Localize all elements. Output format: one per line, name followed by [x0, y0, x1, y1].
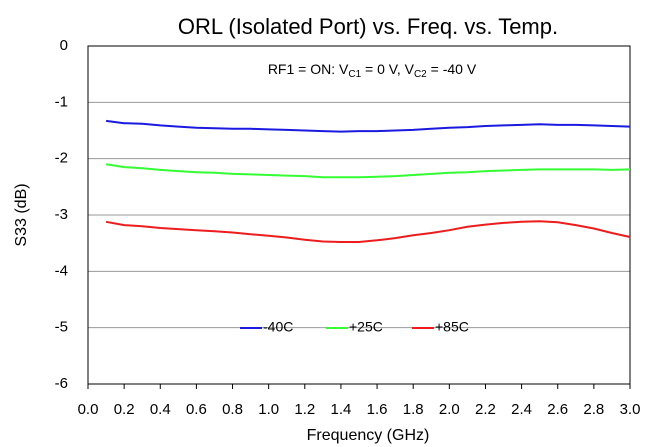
y-tick-label: -2	[55, 150, 68, 167]
x-tick-label: 0.4	[150, 401, 171, 418]
x-tick-label: 2.4	[511, 401, 532, 418]
y-tick-label: -5	[55, 319, 68, 336]
x-tick-label: 2.0	[439, 401, 460, 418]
x-tick-label: 0.2	[114, 401, 135, 418]
x-tick-label: 3.0	[620, 401, 641, 418]
series-line	[105, 220, 631, 243]
x-tick-label: 0.8	[222, 401, 243, 418]
x-tick-label: 1.0	[258, 401, 279, 418]
annotation-text: RF1 = ON: V	[268, 61, 349, 77]
y-tick-label: -3	[55, 206, 68, 223]
x-tick-label: 1.2	[294, 401, 315, 418]
series-line	[105, 163, 631, 179]
x-tick-label: 1.6	[367, 401, 388, 418]
plot-frame	[87, 45, 631, 385]
y-tick-label: -4	[55, 262, 68, 279]
x-tick-label: 2.6	[547, 401, 568, 418]
y-tick-label: 0	[60, 37, 68, 54]
annotation-subscript: C1	[348, 69, 361, 80]
legend-label: +85C	[435, 319, 469, 335]
x-tick-label: 0.0	[78, 401, 99, 418]
x-tick-label: 2.2	[475, 401, 496, 418]
x-tick-label: 2.8	[583, 401, 604, 418]
annotation-text: = 0 V, V	[361, 61, 414, 77]
x-axis-label: Frequency (GHz)	[307, 427, 430, 444]
annotation-text: = -40 V	[427, 61, 477, 77]
y-tick-label: -1	[55, 93, 68, 110]
series-line	[105, 119, 631, 133]
legend-label: +25C	[349, 319, 383, 335]
x-tick-label: 0.6	[186, 401, 207, 418]
x-tick-label: 1.4	[331, 401, 352, 418]
chart-title: ORL (Isolated Port) vs. Freq. vs. Temp.	[178, 14, 558, 39]
annotation: RF1 = ON: VC1 = 0 V, VC2 = -40 V	[268, 61, 477, 80]
x-tick-label: 1.8	[403, 401, 424, 418]
annotation-subscript: C2	[414, 69, 427, 80]
y-axis-label: S33 (dB)	[13, 183, 30, 246]
legend-label: -40C	[263, 319, 293, 335]
y-tick-label: -6	[55, 375, 68, 392]
